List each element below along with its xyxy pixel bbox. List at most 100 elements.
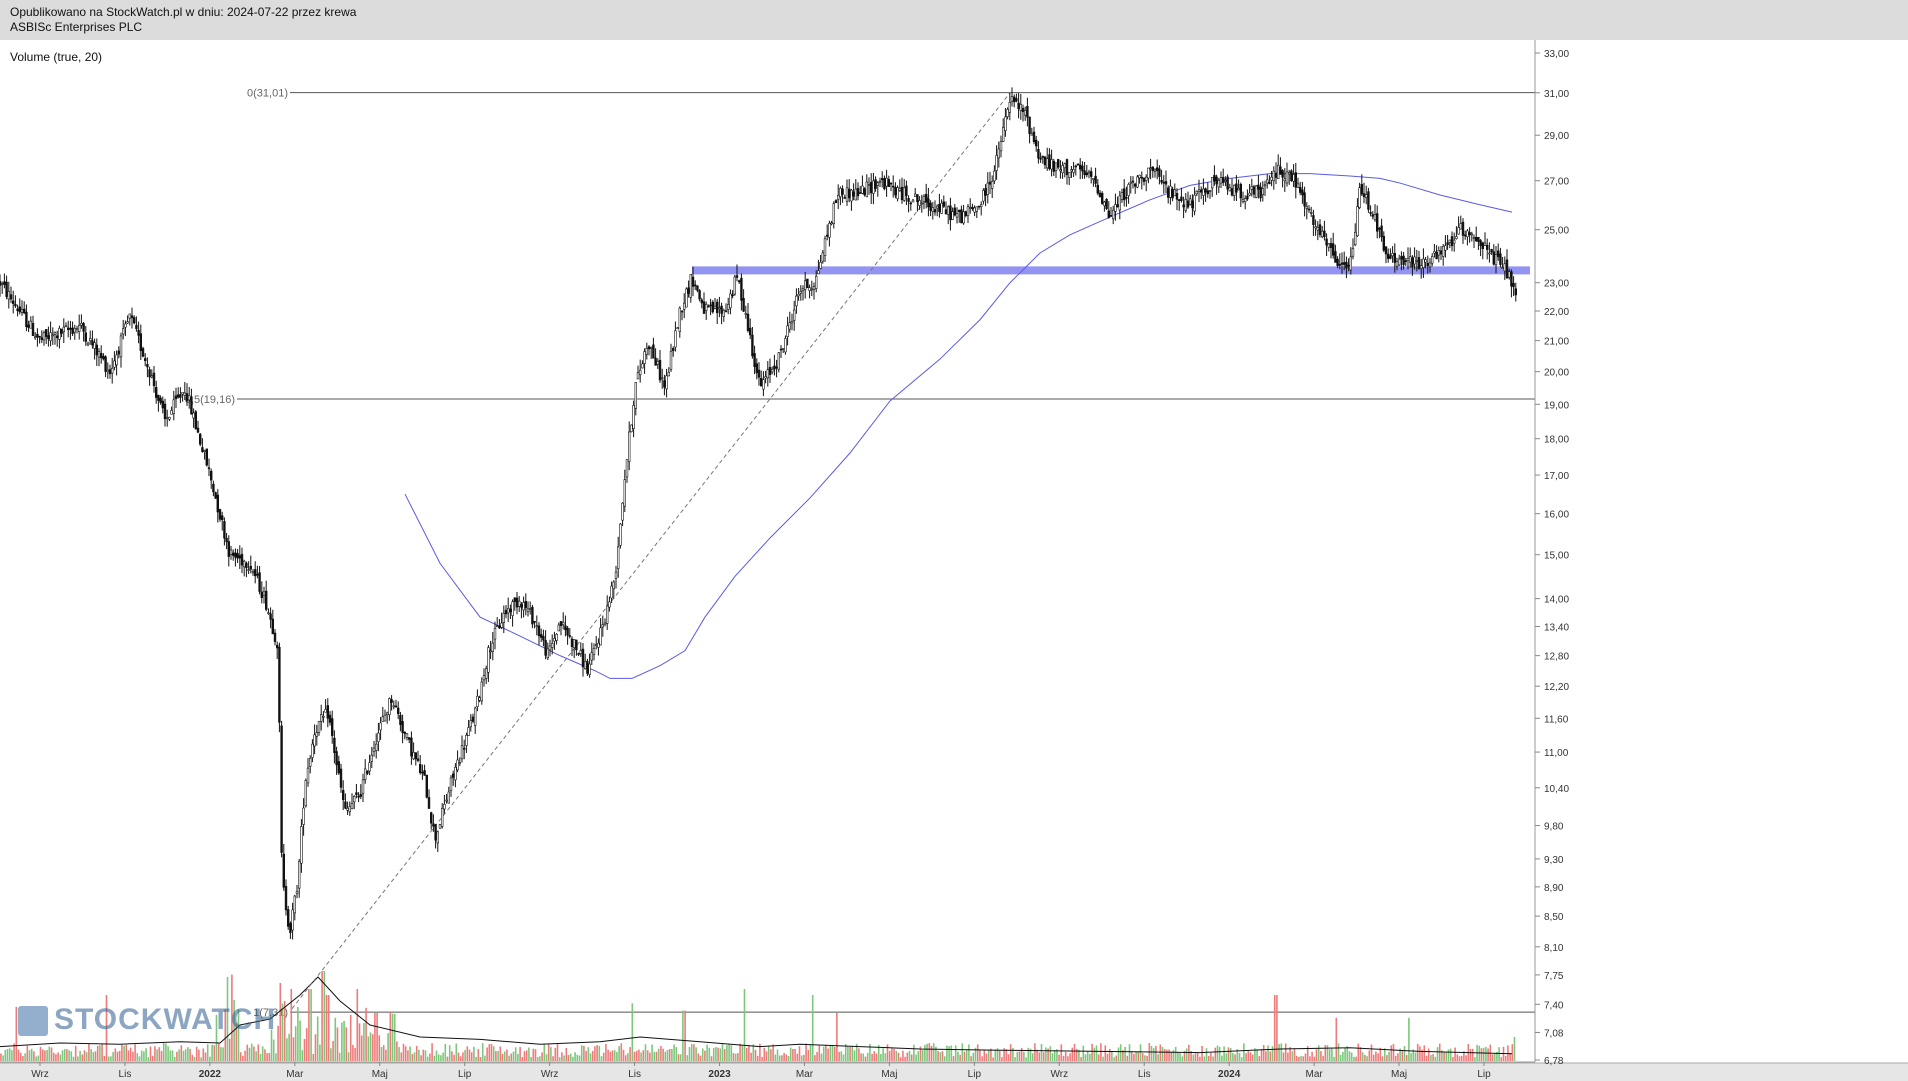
volume-bar [1106,1053,1109,1061]
volume-bar [1060,1044,1063,1061]
candle-body [1140,176,1144,179]
candle-body [779,348,783,351]
volume-bar [1339,1054,1342,1061]
candle-body [370,754,373,762]
volume-bar [407,1050,409,1061]
candle-body [786,325,789,337]
volume-bar [891,1048,893,1061]
volume-bar [1267,1045,1269,1061]
volume-bar [484,1055,486,1061]
candle-body [1019,103,1023,111]
candle-body [715,301,719,314]
volume-bar [937,1051,939,1061]
candle-body [645,347,649,355]
candle-body [280,725,283,853]
price-tick-label: 12,20 [1544,682,1569,693]
volume-bar [646,1050,649,1061]
volume-bar [81,1054,84,1061]
volume-bar [585,1050,587,1061]
price-tick-label: 29,00 [1544,131,1569,142]
candle-body [757,369,761,378]
volume-bar [970,1056,972,1061]
volume-bar [1243,1043,1245,1061]
volume-bar [609,1051,612,1061]
candle-body [1345,261,1348,269]
candle-body [579,650,583,655]
candle-body [1338,264,1342,266]
volume-bar [783,1052,785,1061]
candle-body [625,459,629,478]
candle-body [196,427,200,433]
candle-body [247,569,250,571]
volume-bar [919,1046,922,1061]
candle-body [495,625,499,628]
candle-body [291,909,294,931]
candle-body [251,571,255,573]
candle-body [605,605,609,624]
candle-body [60,328,63,334]
candle-body [1202,188,1205,196]
volume-bar [563,1055,565,1061]
candle-body [350,803,354,810]
volume-bar [572,1056,574,1061]
candle-body [931,207,935,212]
volume-bar [336,1027,339,1061]
candle-body [234,552,237,558]
candle-body [616,546,620,569]
volume-bar [266,1053,268,1061]
candle-body [1325,238,1328,246]
volume-bar [301,1050,304,1061]
volume-bar [950,1045,953,1061]
volume-bar [844,1044,847,1061]
candle-body [1479,240,1482,247]
candle-body [550,643,554,648]
candle-body [456,759,459,771]
volume-bar [998,1050,1001,1061]
candle-body [5,281,8,297]
candle-body [665,375,668,390]
volume-bar [800,1055,803,1061]
candle-body [188,395,191,401]
candle-body [1303,192,1306,207]
candle-body [885,177,888,187]
candle-body [731,294,734,297]
volume-bar [261,1046,264,1061]
candle-body [588,663,591,675]
volume-bar [1353,1056,1355,1061]
volume-bar [525,1050,528,1061]
candle-body [1393,253,1397,263]
candle-body [909,202,913,205]
volume-bar [616,1051,618,1061]
candle-body [1461,221,1465,236]
candle-body [1162,181,1166,184]
candle-body [636,372,640,380]
volume-bar [1001,1057,1003,1061]
candle-body [922,195,926,202]
candle-body [938,204,941,212]
candle-body [412,752,415,760]
candle-body [1387,253,1390,259]
candle-body [876,182,880,186]
volume-bar [1146,1055,1148,1061]
volume-bar [85,1052,88,1061]
volume-bar [1399,1048,1401,1061]
candle-body [729,293,732,309]
volume-bar [1027,1047,1030,1061]
volume-bar [864,1056,867,1061]
volume-bar [134,1044,136,1061]
volume-bar [1236,1049,1239,1061]
volume-bar [1309,1056,1311,1061]
candle-body [685,288,688,308]
candle-body [927,198,930,208]
volume-bar [409,1046,411,1061]
candle-body [1028,116,1031,134]
candle-body [1246,195,1249,200]
volume-bar [1452,1057,1454,1061]
volume-bar [1168,1049,1170,1061]
candle-body [1486,244,1489,250]
volume-bar [387,1033,389,1061]
volume-bar [290,989,293,1061]
volume-bar [1282,1052,1285,1061]
candle-body [880,178,884,181]
